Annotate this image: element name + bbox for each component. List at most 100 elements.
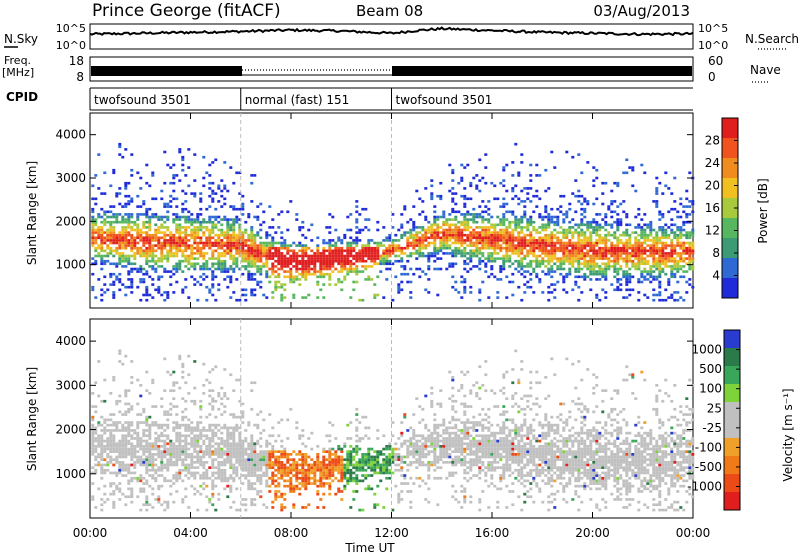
freq-label-2: [MHz]	[2, 66, 34, 79]
freq-tick-low: 8	[76, 70, 84, 84]
power-cell	[613, 200, 617, 203]
velocity-cell	[253, 463, 257, 467]
velocity-cell	[211, 484, 215, 488]
power-cell	[622, 244, 626, 247]
power-cell	[460, 252, 464, 255]
power-cell	[457, 291, 461, 294]
power-cell	[688, 220, 692, 224]
velocity-cell	[298, 450, 302, 453]
power-cell	[214, 241, 218, 245]
velocity-cell	[280, 450, 284, 453]
velocity-cell	[172, 450, 176, 453]
velocity-cell	[205, 450, 209, 453]
velocity-cell	[274, 479, 278, 483]
power-cell	[649, 280, 653, 284]
power-cell	[478, 215, 482, 219]
power-cell	[280, 262, 284, 266]
power-cell	[175, 254, 179, 258]
power-cell	[442, 223, 446, 227]
velocity-cell	[151, 463, 155, 467]
power-cell	[511, 220, 515, 224]
power-cell	[502, 205, 506, 208]
power-cell	[109, 249, 113, 253]
velocity-cell	[100, 442, 104, 446]
velocity-cell	[256, 458, 260, 461]
power-cell	[529, 236, 533, 240]
power-cell	[253, 278, 257, 281]
velocity-cell	[163, 450, 167, 453]
power-cell	[241, 213, 245, 216]
velocity-cell	[115, 447, 119, 451]
velocity-cell	[166, 503, 170, 507]
power-cell	[613, 233, 617, 237]
power-cell	[568, 244, 572, 247]
power-cell	[163, 246, 167, 250]
power-cell	[250, 275, 254, 279]
velocity-cell	[115, 487, 119, 491]
power-cell	[580, 257, 584, 260]
power-cell	[322, 252, 326, 255]
power-cell	[214, 257, 218, 260]
power-cell	[211, 283, 215, 286]
power-cell	[559, 257, 563, 260]
power-cell	[631, 231, 635, 234]
power-cell	[463, 254, 467, 258]
power-cell	[451, 223, 455, 227]
power-cell	[232, 291, 236, 294]
power-cell	[322, 275, 326, 279]
velocity-cell	[265, 466, 269, 469]
power-cell	[499, 265, 503, 268]
velocity-cell	[145, 442, 149, 446]
power-cell	[283, 288, 287, 292]
velocity-cell	[184, 439, 188, 443]
power-cell	[397, 246, 401, 250]
power-cell	[442, 231, 446, 234]
power-cell	[433, 267, 437, 271]
power-cell	[610, 189, 614, 193]
power-cell	[178, 241, 182, 245]
power-cell	[610, 223, 614, 227]
power-cell	[496, 244, 500, 247]
power-cell	[442, 252, 446, 255]
power-cell	[91, 223, 95, 227]
power-cell	[631, 166, 635, 169]
velocity-cell	[211, 399, 215, 403]
velocity-cell	[223, 471, 227, 475]
power-cell	[184, 259, 188, 263]
velocity-cell	[178, 447, 182, 451]
velocity-cell	[124, 402, 128, 406]
power-cell	[178, 262, 182, 266]
power-cell	[505, 254, 509, 258]
power-cell	[250, 249, 254, 253]
power-cell	[397, 288, 401, 292]
velocity-cell	[232, 468, 236, 472]
power-cell	[355, 220, 359, 224]
power-cell	[178, 236, 182, 240]
power-cell	[613, 244, 617, 247]
power-cell	[103, 283, 107, 286]
power-cell	[382, 262, 386, 266]
power-cell	[517, 246, 521, 250]
power-cell	[625, 252, 629, 255]
power-cell	[133, 239, 137, 242]
velocity-cell	[283, 498, 287, 501]
power-cell	[613, 275, 617, 279]
power-cell	[658, 241, 662, 245]
velocity-cell	[256, 413, 260, 416]
power-cell	[637, 254, 641, 258]
power-cell	[529, 246, 533, 250]
power-cell	[202, 176, 206, 180]
velocity-cell	[211, 453, 215, 456]
velocity-cell	[133, 471, 137, 475]
power-cell	[139, 228, 143, 232]
power-cell	[592, 252, 596, 255]
power-cell	[343, 259, 347, 263]
power-cell	[241, 257, 245, 260]
power-cell	[622, 252, 626, 255]
power-cell	[505, 259, 509, 263]
velocity-cell	[163, 357, 167, 361]
power-cell	[421, 254, 425, 258]
power-cell	[667, 236, 671, 240]
power-cell	[517, 270, 521, 273]
velocity-cell	[295, 426, 299, 430]
